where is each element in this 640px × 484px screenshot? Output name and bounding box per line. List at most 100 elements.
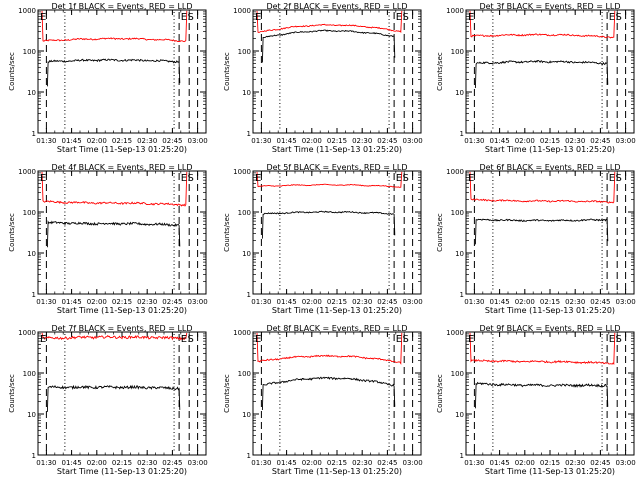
y-tick-label: 100 xyxy=(238,48,251,56)
y-tick-label: 1 xyxy=(32,130,36,138)
y-tick-label: 100 xyxy=(238,370,251,378)
y-tick-label: 10 xyxy=(242,89,251,97)
x-axis-label: Start Time (11-Sep-13 01:25:20) xyxy=(272,145,402,154)
y-tick-label: 100 xyxy=(451,48,464,56)
x-tick-label: 02:15 xyxy=(327,459,347,467)
lld-rate-series xyxy=(41,332,188,341)
x-tick-label: 03:00 xyxy=(188,459,208,467)
x-tick-label: 02:00 xyxy=(515,459,535,467)
chart-panel-4: Det 4f BLACK = Events, RED = LLD Start Ti… xyxy=(8,163,208,315)
lld-rate-series xyxy=(256,171,403,188)
events-rate-series xyxy=(261,376,396,411)
x-tick-label: 01:30 xyxy=(464,137,484,145)
lld-rate-series xyxy=(256,10,403,34)
x-tick-label: 03:00 xyxy=(188,137,208,145)
y-axis-label: Counts/sec xyxy=(436,213,444,252)
y-tick-label: 1000 xyxy=(18,168,36,176)
y-axis-label: Counts/sec xyxy=(223,374,231,413)
x-axis-label: Start Time (11-Sep-13 01:25:20) xyxy=(485,145,615,154)
x-tick-label: 02:00 xyxy=(87,298,107,306)
marker-label: S xyxy=(403,334,409,345)
marker-label: E xyxy=(181,12,187,23)
chart-title: Det 4f BLACK = Events, RED = LLD xyxy=(51,163,192,172)
x-tick-label: 01:30 xyxy=(251,459,271,467)
x-tick-label: 02:15 xyxy=(327,137,347,145)
y-tick-label: 10 xyxy=(242,250,251,258)
events-rate-series xyxy=(46,384,181,412)
marker-label: E xyxy=(468,12,474,23)
marker-label: E xyxy=(40,334,46,345)
y-tick-label: 1000 xyxy=(233,7,251,15)
y-tick-label: 100 xyxy=(23,48,36,56)
y-tick-label: 100 xyxy=(23,209,36,217)
y-tick-label: 100 xyxy=(23,370,36,378)
x-tick-label: 02:45 xyxy=(377,459,397,467)
lld-rate-series xyxy=(469,332,616,365)
y-tick-label: 1 xyxy=(460,452,464,460)
x-tick-label: 03:00 xyxy=(188,298,208,306)
lld-rate-series xyxy=(256,332,403,365)
y-tick-label: 1 xyxy=(460,291,464,299)
lld-rate-series xyxy=(41,171,188,207)
y-tick-label: 1000 xyxy=(446,168,464,176)
marker-label: E xyxy=(609,12,615,23)
y-tick-label: 10 xyxy=(27,411,36,419)
marker-label: S xyxy=(188,334,194,345)
x-tick-label: 02:45 xyxy=(377,137,397,145)
y-axis-label: Counts/sec xyxy=(223,52,231,91)
chart-panel-2: Det 2f BLACK = Events, RED = LLD Start Ti… xyxy=(223,2,423,154)
plot-frame xyxy=(252,170,422,295)
lld-rate-series xyxy=(41,10,188,43)
marker-label: E xyxy=(181,173,187,184)
y-tick-label: 1 xyxy=(460,130,464,138)
marker-label: S xyxy=(616,173,622,184)
marker-label: S xyxy=(188,173,194,184)
x-tick-label: 01:45 xyxy=(277,298,297,306)
marker-label: E xyxy=(181,334,187,345)
x-tick-label: 02:45 xyxy=(162,459,182,467)
x-tick-label: 03:00 xyxy=(616,298,636,306)
x-tick-label: 01:45 xyxy=(62,298,82,306)
x-tick-label: 02:00 xyxy=(87,137,107,145)
lld-rate-series xyxy=(469,171,616,204)
y-axis-label: Counts/sec xyxy=(8,52,16,91)
marker-label: S xyxy=(616,334,622,345)
x-tick-label: 02:45 xyxy=(162,298,182,306)
chart-panel-6: Det 6f BLACK = Events, RED = LLD Start Ti… xyxy=(436,163,636,315)
marker-label: E xyxy=(396,334,402,345)
y-tick-label: 10 xyxy=(27,89,36,97)
plot-frame xyxy=(252,331,422,456)
chart-title: Det 7f BLACK = Events, RED = LLD xyxy=(51,324,192,333)
x-tick-label: 01:45 xyxy=(277,459,297,467)
plot-frame xyxy=(465,9,635,134)
chart-title: Det 3f BLACK = Events, RED = LLD xyxy=(479,2,620,11)
x-axis-label: Start Time (11-Sep-13 01:25:20) xyxy=(57,145,187,154)
x-tick-label: 03:00 xyxy=(616,459,636,467)
chart-title: Det 2f BLACK = Events, RED = LLD xyxy=(266,2,407,11)
marker-label: S xyxy=(403,173,409,184)
x-tick-label: 02:15 xyxy=(327,298,347,306)
y-tick-label: 1 xyxy=(247,291,251,299)
y-axis-label: Counts/sec xyxy=(436,52,444,91)
events-rate-series xyxy=(261,210,396,239)
y-axis-label: Counts/sec xyxy=(8,374,16,413)
x-tick-label: 01:45 xyxy=(62,137,82,145)
y-tick-label: 100 xyxy=(238,209,251,217)
x-tick-label: 02:30 xyxy=(565,459,585,467)
plot-frame xyxy=(465,331,635,456)
chart-panel-9: Det 9f BLACK = Events, RED = LLD Start Ti… xyxy=(436,324,636,476)
x-tick-label: 02:00 xyxy=(302,298,322,306)
marker-label: E xyxy=(609,173,615,184)
x-tick-label: 02:30 xyxy=(352,298,372,306)
marker-label: E xyxy=(396,173,402,184)
x-tick-label: 01:30 xyxy=(251,137,271,145)
x-tick-label: 02:45 xyxy=(590,459,610,467)
lld-rate-series xyxy=(469,10,616,39)
chart-panel-3: Det 3f BLACK = Events, RED = LLD Start Ti… xyxy=(436,2,636,154)
y-tick-label: 1000 xyxy=(18,329,36,337)
x-tick-label: 01:45 xyxy=(277,137,297,145)
x-tick-label: 02:15 xyxy=(540,298,560,306)
y-tick-label: 100 xyxy=(451,370,464,378)
x-tick-label: 02:15 xyxy=(112,298,132,306)
x-tick-label: 02:45 xyxy=(590,298,610,306)
